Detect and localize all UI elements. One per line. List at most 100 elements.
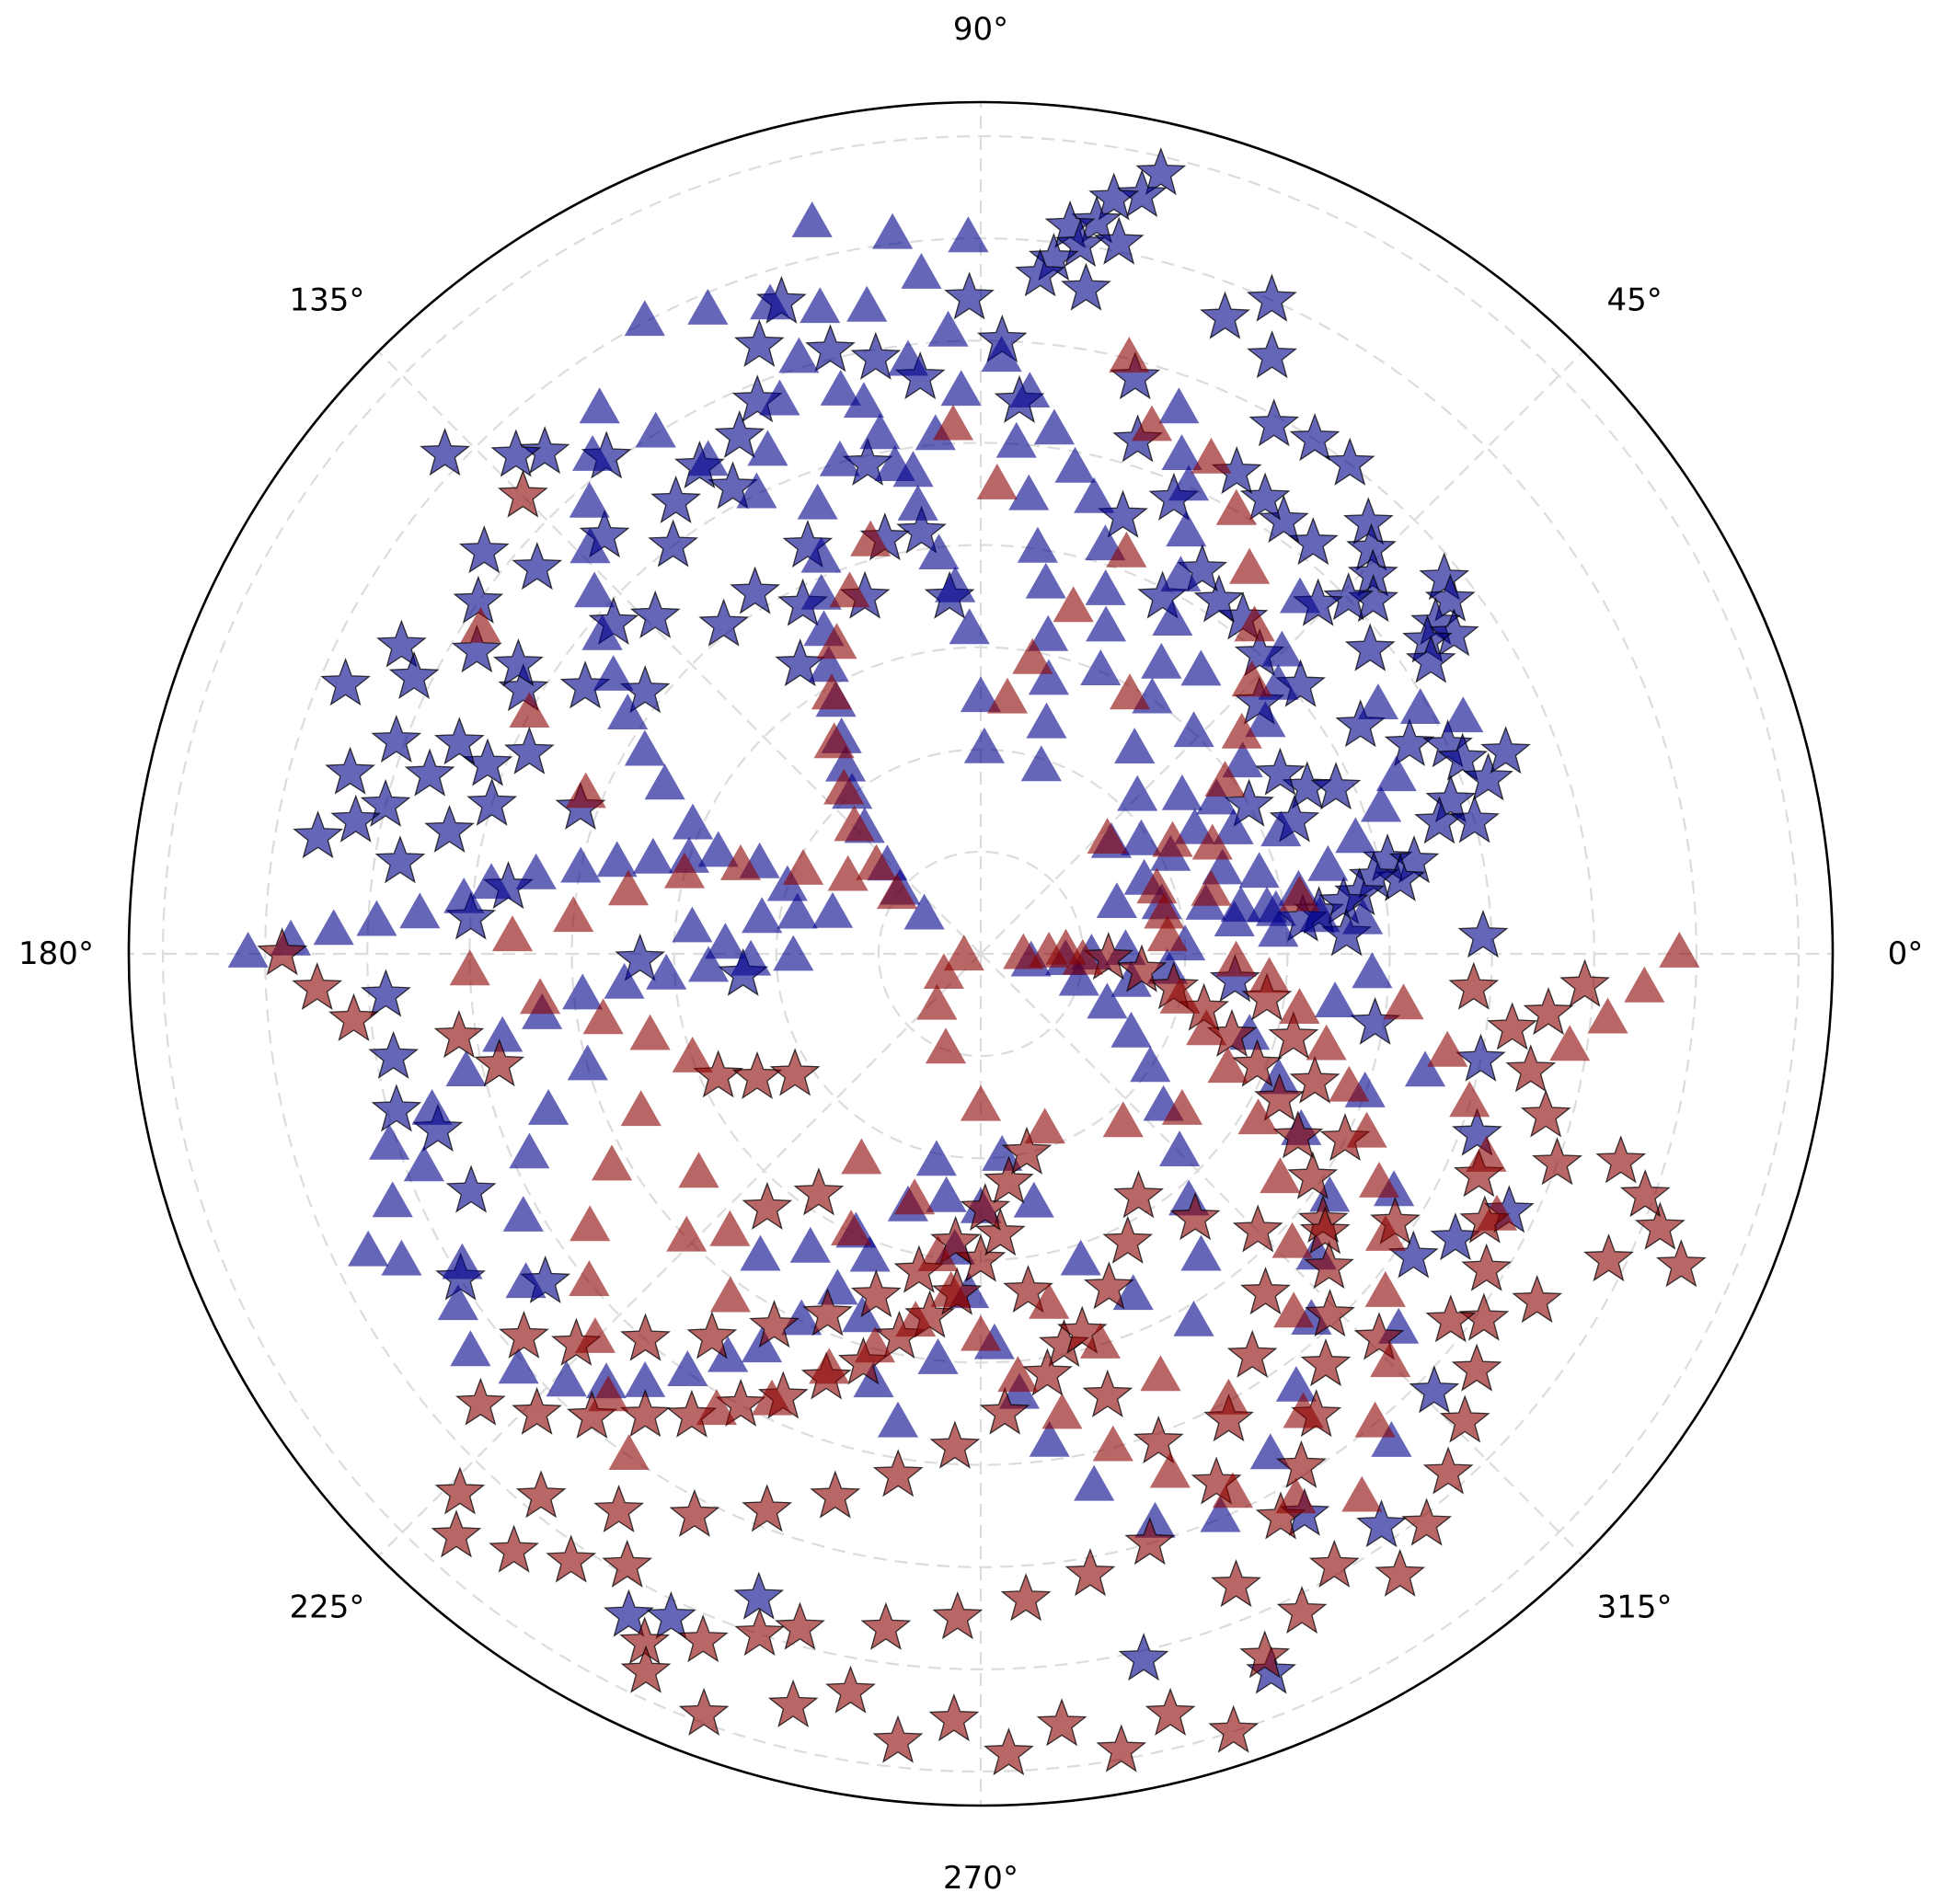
data-point-triangle [369,1123,410,1160]
data-point-triangle [509,1132,550,1169]
data-point-star [1356,1499,1407,1548]
data-point-triangle [897,485,938,521]
data-point-star [648,519,699,568]
data-point-triangle [719,844,761,880]
data-point-triangle [399,892,441,929]
data-point-triangle [823,768,865,805]
data-point-star [1061,262,1111,311]
data-point-triangle [562,973,604,1010]
data-point-triangle [372,1181,413,1218]
data-point-star [734,1607,786,1657]
data-point-triangle [1443,696,1484,733]
data-point-triangle [816,623,857,660]
data-point-triangle [1427,1030,1468,1067]
data-point-star [1324,437,1375,486]
data-point-star [1036,1698,1087,1747]
data-point-triangle [1158,387,1200,424]
data-point-triangle [574,571,616,608]
data-point-star [1113,1170,1164,1219]
data-point-star [1093,216,1145,265]
data-point-star [1232,1038,1283,1087]
data-point-triangle [1214,900,1255,936]
data-point-star [733,318,785,368]
data-point-star [1425,774,1477,823]
data-point-triangle [827,855,869,891]
data-point-triangle [940,370,982,407]
data-point-star [872,1715,924,1763]
data-point-star [445,1164,497,1213]
data-point-triangle [1200,1496,1241,1532]
data-point-triangle [1449,1081,1490,1118]
data-point-star [257,927,308,976]
data-point-triangle [841,1138,882,1175]
data-point-star [983,1727,1034,1776]
data-point-triangle [1466,1136,1507,1172]
data-point-triangle [915,414,956,451]
data-point-triangle [567,1044,608,1081]
data-point-star [932,1590,984,1640]
data-point-triangle [625,1361,666,1397]
data-point-star [850,1269,902,1318]
data-point-triangle [1102,1101,1144,1138]
data-point-star [842,437,893,487]
data-point-star [708,461,758,510]
data-point-triangle [1383,983,1424,1020]
data-point-triangle [1207,1047,1248,1084]
data-point-triangle [1359,1162,1400,1198]
data-point-star [1448,961,1500,1010]
data-point-triangle [963,727,1005,763]
data-point-star [1452,1107,1502,1156]
data-point-triangle [1180,1234,1222,1271]
data-point-triangle [1134,1501,1176,1538]
data-point-triangle [1110,673,1151,710]
data-point-star [604,1589,654,1637]
data-point-triangle [1275,1477,1317,1514]
data-point-triangle [502,1196,544,1232]
data-point-triangle [811,891,854,928]
data-point-star [1419,552,1470,601]
data-point-star [1102,1215,1154,1264]
data-point-triangle [356,900,397,936]
data-point-triangle [592,1144,633,1181]
data-point-star [1116,944,1168,992]
data-point-triangle [505,1262,547,1299]
data-point-triangle [1306,1024,1347,1061]
data-point-triangle [849,1235,891,1272]
data-point-triangle [1659,932,1700,968]
data-point-star [1619,1169,1671,1218]
data-point-star [1246,273,1297,322]
data-point-star [1655,1239,1707,1288]
data-point-star [433,1009,485,1059]
data-point-triangle [608,1434,650,1470]
data-point-star [769,1048,821,1096]
data-point-star [593,1484,645,1533]
data-point-star [602,1539,653,1589]
data-point-triangle [1357,683,1398,719]
radial-gridline-5 [366,339,1595,1568]
data-point-star [860,1601,912,1650]
data-point-star [1305,1289,1355,1337]
data-point-triangle [877,1401,918,1438]
data-point-triangle [445,1050,487,1086]
data-point-triangle [892,451,934,487]
data-point-star [619,1389,671,1438]
data-point-triangle [1033,408,1075,445]
data-point-star [490,429,542,477]
data-point-star [1457,910,1509,958]
data-point-triangle [1624,966,1665,1003]
data-point-star [620,1645,672,1693]
data-point-star [328,992,379,1041]
data-point-star [1287,1151,1339,1199]
data-point-triangle [1141,642,1182,679]
data-point-star [1299,1206,1351,1255]
data-point-triangle [948,216,989,253]
data-point-triangle [620,1090,662,1127]
angle-tick-label-180: 180° [18,935,94,972]
data-point-star [929,1420,981,1469]
data-point-star [1003,1264,1053,1313]
data-point-star [730,566,781,614]
data-point-star [1308,1539,1360,1589]
data-point-triangle [1062,938,1103,975]
data-point-star [503,726,555,774]
data-point-star [677,1614,729,1663]
